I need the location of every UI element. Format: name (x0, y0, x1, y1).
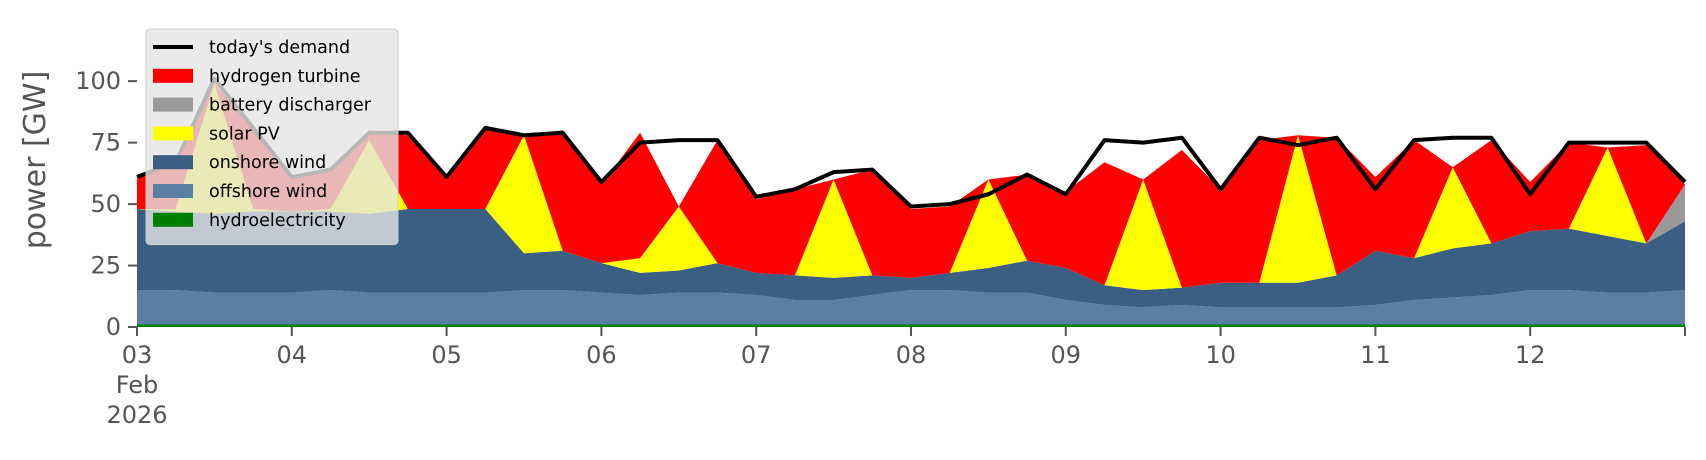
x-tick-label: 05 (431, 341, 462, 369)
x-tick-label: 12 (1515, 341, 1546, 369)
axes: power [GW] (18, 71, 53, 250)
legend-swatch-solar-pv (153, 126, 193, 141)
legend-swatch-hydroelectricity (153, 212, 193, 227)
legend-label-hydrogen-turbine: hydrogen turbine (209, 67, 361, 87)
legend-swatch-battery-discharger (153, 97, 193, 112)
x-tick-label: 11 (1360, 341, 1391, 369)
x-tick-label: 09 (1051, 341, 1082, 369)
y-tick-label: 0 (106, 313, 121, 341)
x-tick-label: 07 (741, 341, 772, 369)
y-tick-label: 100 (75, 67, 121, 95)
area-hydroelectricity (137, 324, 1685, 327)
legend: today's demand hydrogen turbine battery di… (145, 28, 399, 246)
x-tick-label: 04 (277, 341, 308, 369)
x-tick-label: 03 (122, 341, 153, 369)
area-hydrogen-turbine (137, 83, 1685, 288)
legend-label-offshore-wind: offshore wind (209, 182, 327, 202)
legend-label-hydroelectricity: hydroelectricity (209, 211, 346, 231)
x-tick-label: 10 (1205, 341, 1236, 369)
legend-swatch-onshore-wind (153, 155, 193, 170)
legend-label-solar-pv: solar PV (209, 124, 280, 144)
x-tick-year: 2026 (106, 401, 167, 429)
legend-label-onshore-wind: onshore wind (209, 153, 326, 173)
legend-swatch-hydrogen-turbine (153, 68, 193, 83)
x-tick-label: 08 (896, 341, 927, 369)
y-tick-label: 75 (90, 129, 121, 157)
legend-label-battery-discharger: battery discharger (209, 96, 372, 116)
y-ticks: 0 25 50 75 100 (75, 67, 137, 341)
x-tick-label: 06 (586, 341, 617, 369)
legend-box (145, 28, 399, 246)
y-tick-label: 50 (90, 190, 121, 218)
y-axis-title: power [GW] (18, 71, 53, 250)
x-tick-month: Feb (116, 371, 159, 399)
area-offshore-wind (137, 290, 1685, 325)
legend-label-today-s-demand: today's demand (209, 38, 350, 58)
legend-swatch-offshore-wind (153, 184, 193, 198)
y-tick-label: 25 (90, 252, 121, 280)
